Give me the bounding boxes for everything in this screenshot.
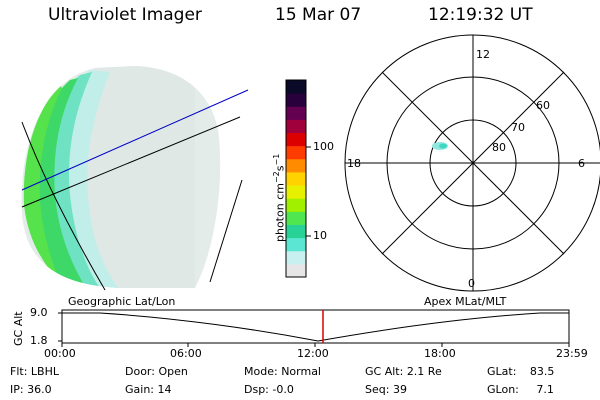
timeline-xtick-1800: 18:00 [424, 347, 456, 360]
unit-text: photon cm [273, 183, 287, 242]
color-bar-band [286, 237, 306, 252]
earth-disk-image [21, 66, 221, 288]
info-glon: GLon: 7.1 [487, 383, 554, 396]
mlt-label-6: 6 [578, 157, 585, 170]
info-door-label: Door: [125, 365, 155, 378]
meridian-line [21, 121, 106, 291]
color-bar-band [286, 250, 306, 265]
lat-label-70: 70 [511, 121, 525, 134]
info-seq-label: Seq: [365, 383, 390, 396]
timeline-right-title: Apex MLat/MLT [424, 295, 507, 308]
time-label: 12:19:32 UT [428, 5, 533, 25]
color-bar-band [286, 198, 306, 212]
info-gain-label: Gain: [125, 383, 154, 396]
color-bar-band [286, 185, 306, 199]
info-mode-value: Normal [281, 365, 321, 378]
timeline-xtick-2359: 23:59 [556, 347, 588, 360]
mlt-label-0: 0 [468, 277, 475, 290]
info-filter-label: Flt: [10, 365, 28, 378]
info-ip-label: IP: [10, 383, 24, 396]
color-bar-band [286, 93, 306, 107]
latitude-line [21, 116, 241, 208]
timeline-ytick-9: 9.0 [30, 306, 48, 319]
color-bar-band [286, 106, 306, 120]
unit-exp-1: −2 [272, 171, 281, 184]
info-door: Door: Open [125, 365, 188, 378]
info-glat: GLat: 83.5 [487, 365, 554, 378]
color-bar-band [286, 171, 306, 186]
info-glat-value: 83.5 [529, 365, 555, 378]
info-glon-label: GLon: [487, 383, 519, 396]
info-gain: Gain: 14 [125, 383, 172, 396]
color-bar-band [286, 263, 306, 278]
timeline-frame [61, 309, 570, 344]
timeline-left-title: Geographic Lat/Lon [68, 295, 176, 308]
timeline-ytick-1.8: 1.8 [30, 334, 48, 347]
info-door-value: Open [158, 365, 188, 378]
unit-exp-2: −1 [272, 153, 281, 166]
info-gc-alt-value: 2.1 Re [406, 365, 442, 378]
instrument-title: Ultraviolet Imager [48, 5, 202, 25]
timeline-axis-label: GC Alt [12, 311, 25, 346]
info-glat-label: GLat: [487, 365, 517, 378]
info-mode-label: Mode: [244, 365, 278, 378]
color-bar-frame [285, 79, 307, 278]
timeline-ticks [58, 312, 570, 347]
info-seq-value: 39 [392, 383, 407, 396]
info-gc-alt: GC Alt: 2.1 Re [365, 365, 442, 378]
color-bar-band [286, 224, 306, 239]
mlt-label-12: 12 [476, 48, 490, 61]
color-bar-band [286, 80, 306, 94]
date-label: 15 Mar 07 [275, 5, 362, 25]
timeline-xtick-0600: 06:00 [170, 347, 202, 360]
info-filter: Flt: LBHL [10, 365, 59, 378]
info-seq: Seq: 39 [365, 383, 407, 396]
color-bar-band [286, 119, 306, 134]
info-dsp: Dsp: -0.0 [244, 383, 294, 396]
color-bar-band [286, 158, 306, 173]
info-glon-value: 7.1 [536, 383, 554, 396]
limb-line [209, 179, 243, 283]
info-ip-value: 36.0 [27, 383, 52, 396]
timeline-xtick-1200: 12:00 [297, 347, 329, 360]
info-dsp-value: -0.0 [272, 383, 294, 396]
mlt-label-18: 18 [347, 157, 361, 170]
color-bar-band [286, 132, 306, 147]
color-bar-band [286, 211, 306, 225]
lat-label-60: 60 [536, 99, 550, 112]
lat-label-80: 80 [492, 141, 506, 154]
unit-s: s [273, 165, 287, 172]
color-bar [286, 80, 306, 278]
info-ip: IP: 36.0 [10, 383, 52, 396]
info-mode: Mode: Normal [244, 365, 321, 378]
info-gc-alt-label: GC Alt: [365, 365, 404, 378]
info-dsp-label: Dsp: [244, 383, 269, 396]
timeline-xtick-0000: 00:00 [44, 347, 76, 360]
color-bar-label-10: 10 [313, 229, 327, 242]
color-bar-band [286, 145, 306, 160]
info-filter-value: LBHL [30, 365, 59, 378]
info-gain-value: 14 [157, 383, 172, 396]
polar-plot [344, 34, 600, 292]
color-bar-label-100: 100 [313, 140, 334, 153]
orbit-track-line [21, 89, 249, 191]
color-bar-unit: photon cm−2s−1 [272, 154, 287, 242]
polar-aurora-spot [432, 142, 448, 150]
altitude-curve [62, 312, 569, 342]
